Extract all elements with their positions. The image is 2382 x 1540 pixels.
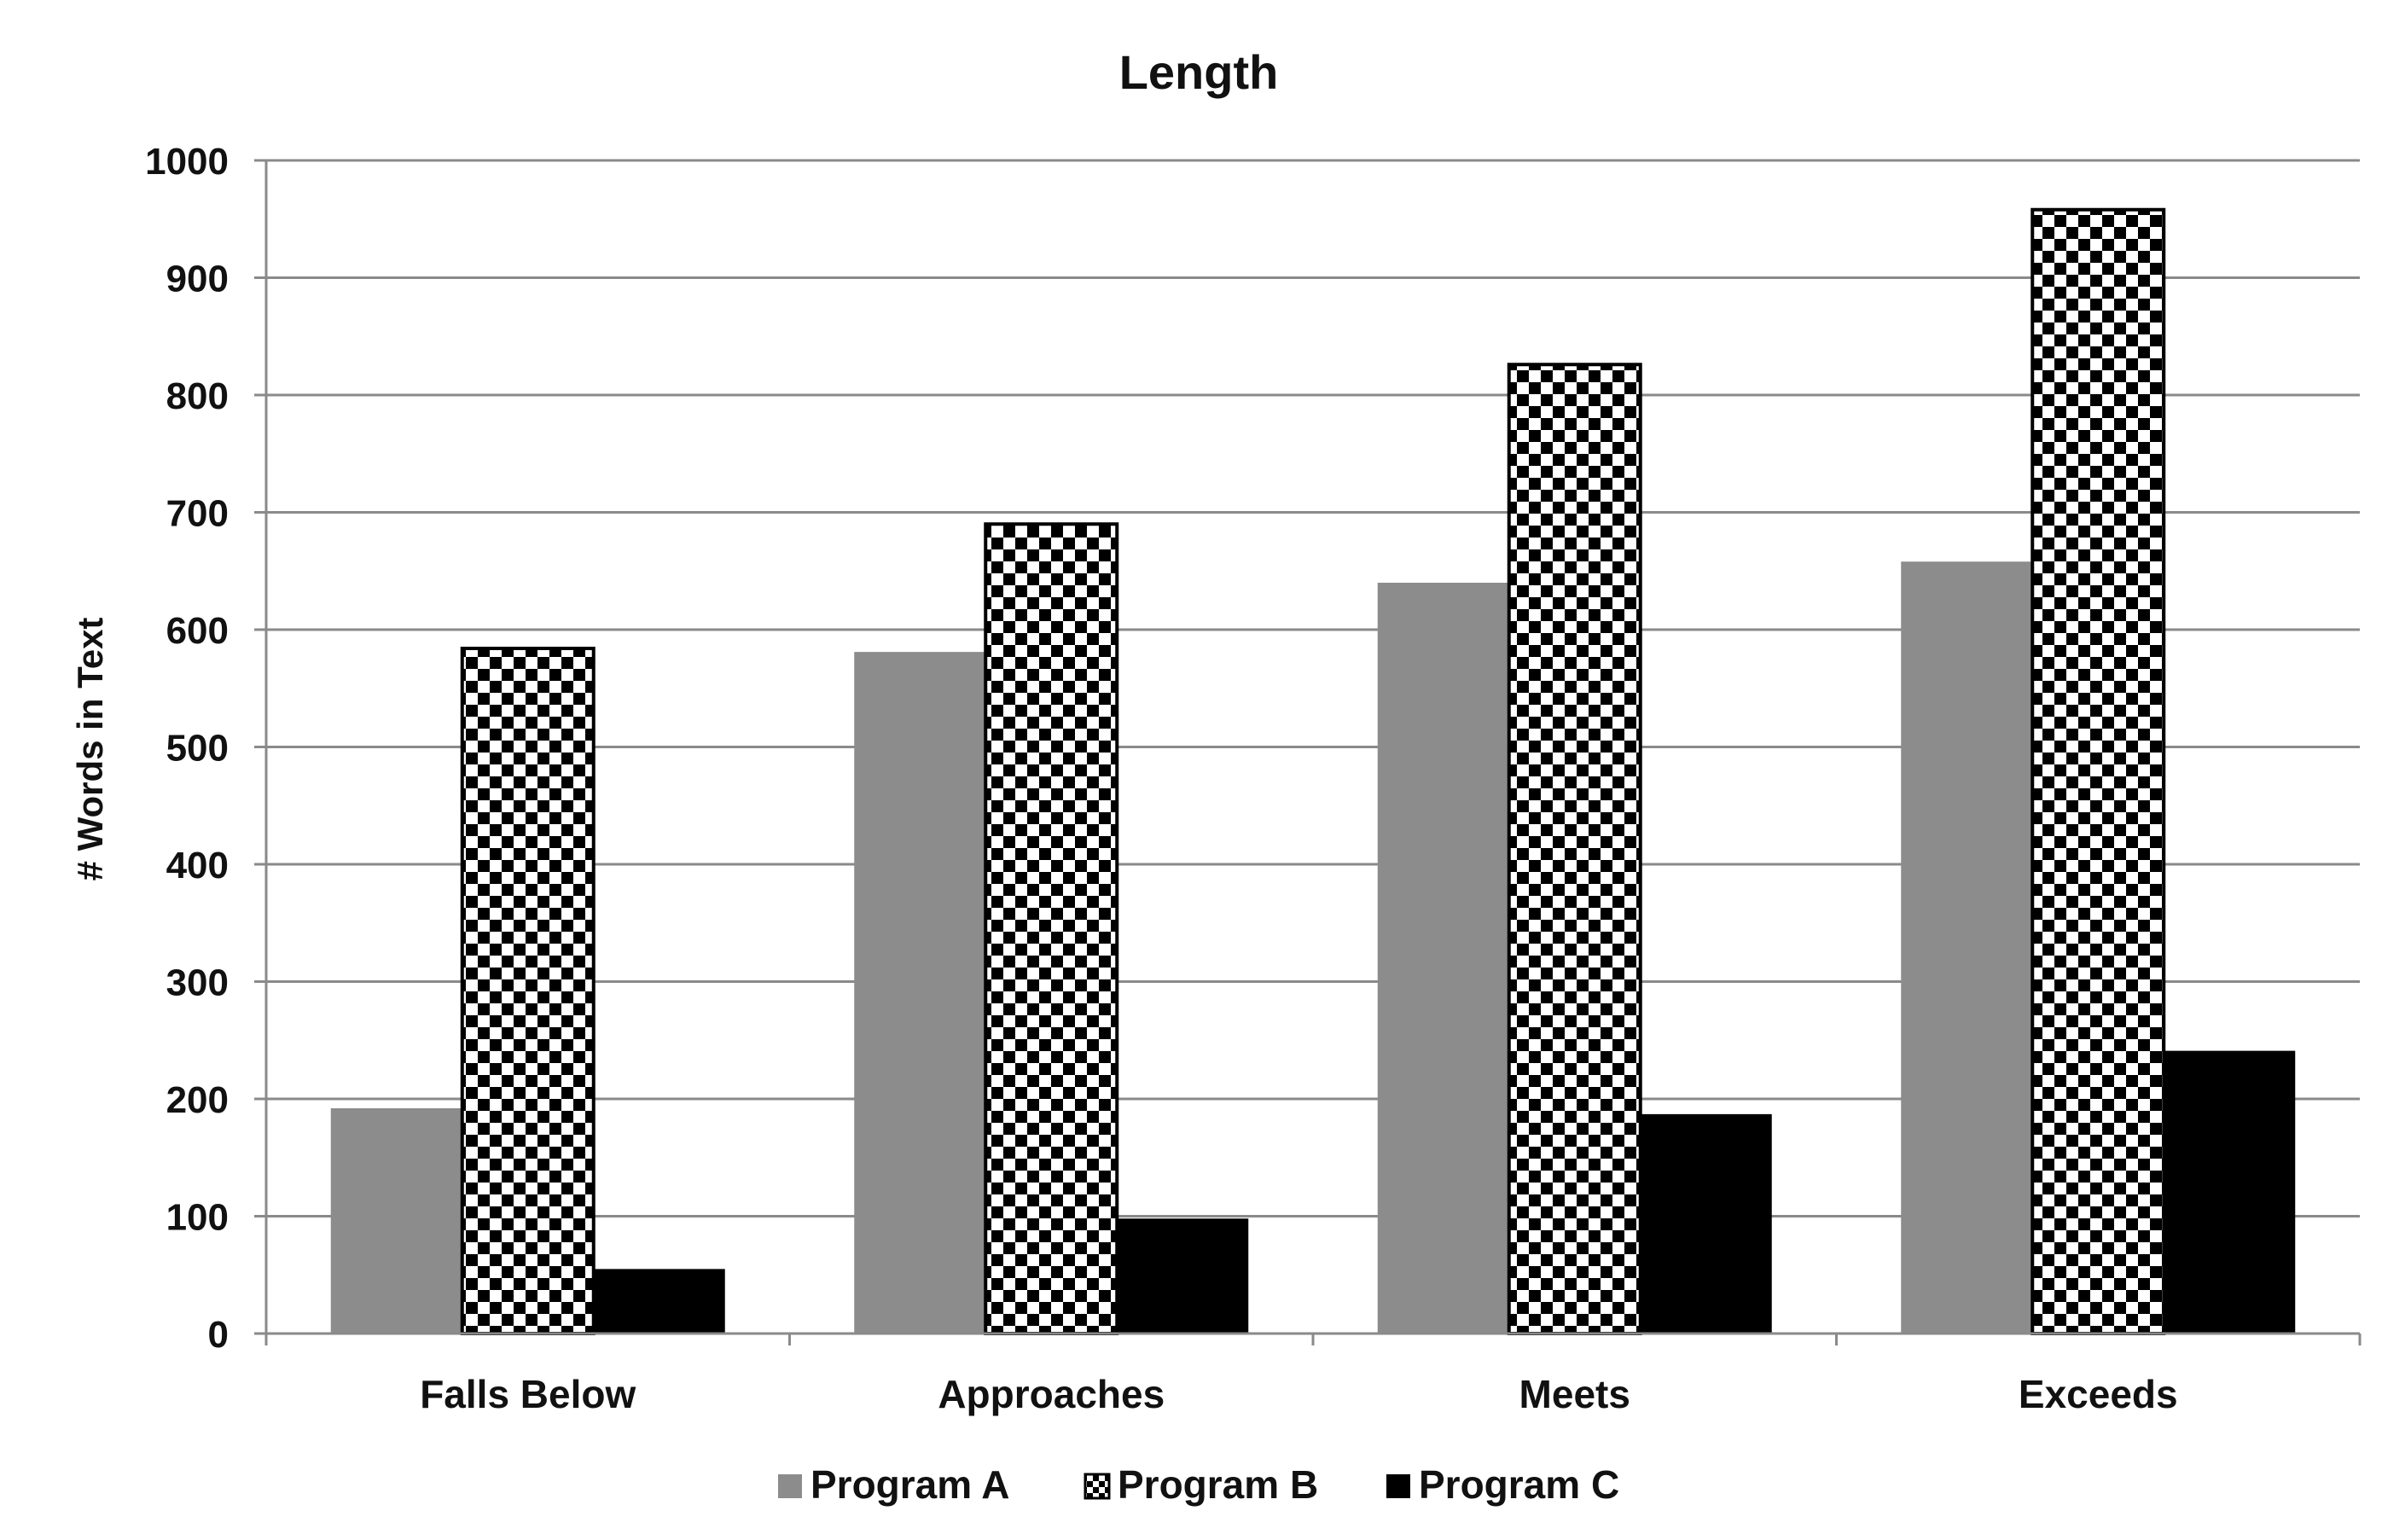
y-axis-label: # Words in Text	[70, 618, 110, 881]
legend: Program A Program B Program C	[778, 1462, 1619, 1507]
gridlines	[266, 159, 2360, 1217]
y-tick-label: 500	[166, 728, 229, 770]
bar-program-a	[1901, 561, 2033, 1334]
bar-program-b	[984, 522, 1119, 1335]
x-tick-label: Exceeds	[2019, 1372, 2178, 1416]
axes: 0 100 200 300 400 500 600 700 800 900 1000 Falls Be…	[145, 141, 2362, 1416]
bar-program-a	[854, 652, 986, 1334]
y-tick-label: 300	[166, 962, 229, 1004]
x-tick-label: Falls Below	[420, 1372, 636, 1416]
bar-program-b	[460, 647, 596, 1335]
chart-title: Length	[1119, 45, 1279, 99]
y-tick-label: 1000	[145, 141, 229, 183]
legend-swatch	[1084, 1473, 1111, 1500]
x-tick-label: Approaches	[938, 1372, 1165, 1416]
bars	[330, 207, 2296, 1335]
bar-program-c	[1117, 1218, 1249, 1334]
bar-program-c	[593, 1269, 725, 1334]
y-tick-label: 400	[166, 845, 229, 886]
y-tick-label: 0	[208, 1314, 229, 1356]
legend-label: Program B	[1118, 1462, 1318, 1507]
legend-swatch	[778, 1474, 802, 1498]
y-tick-label: 900	[166, 259, 229, 300]
bar-program-b	[2031, 207, 2166, 1335]
bar-program-a	[1377, 583, 1509, 1334]
legend-label: Program A	[810, 1462, 1009, 1507]
x-tick-label: Meets	[1519, 1372, 1630, 1416]
y-tick-label: 100	[166, 1197, 229, 1239]
bar-program-c	[1640, 1113, 1772, 1334]
y-tick-label: 200	[166, 1079, 229, 1121]
bar-program-c	[2164, 1050, 2296, 1334]
bar-program-a	[330, 1108, 462, 1334]
y-tick-label: 700	[166, 493, 229, 535]
y-tick-label: 800	[166, 375, 229, 417]
legend-swatch	[1386, 1474, 1410, 1498]
bar-program-b	[1507, 363, 1642, 1335]
legend-label: Program C	[1419, 1462, 1619, 1507]
y-tick-label: 600	[166, 610, 229, 652]
